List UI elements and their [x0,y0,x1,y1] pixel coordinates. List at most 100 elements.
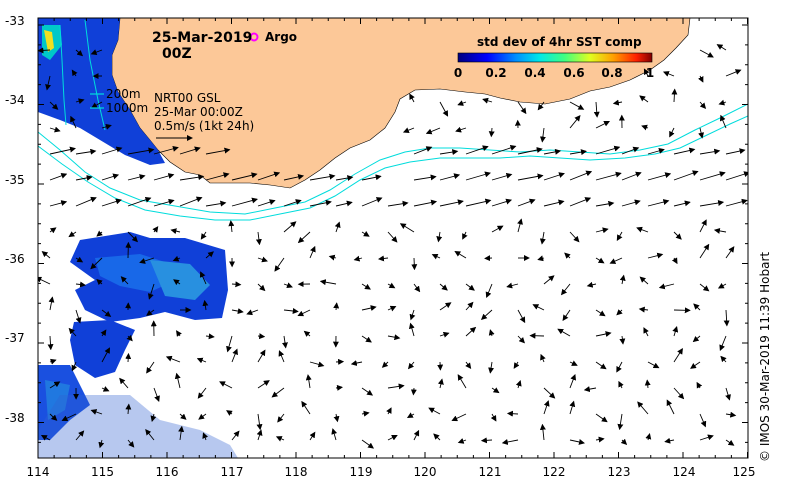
current-vector [716,44,727,51]
current-vector [361,231,370,237]
current-vector [387,334,401,341]
isobath-200m-label: 200m [106,87,141,101]
map-date: 25-Mar-2019 [152,30,252,46]
current-vector [335,175,354,181]
current-vector [75,49,84,57]
current-vector [409,309,416,321]
current-vector [257,199,276,207]
current-vector [699,243,710,259]
current-vector [725,387,731,401]
colorbar-tick: 1 [646,66,654,80]
colorbar-tick: 0.6 [563,66,584,80]
current-vector [619,335,626,345]
current-vector [381,361,389,368]
current-vector [671,88,678,103]
colorbar [457,52,653,63]
current-vector [127,196,152,207]
current-vector [257,171,281,181]
current-vector [569,170,593,181]
current-vector [353,255,363,262]
current-vector [387,282,396,289]
current-vector [515,380,522,389]
current-vector [387,200,409,207]
current-vector [618,380,624,389]
current-vector [333,302,340,311]
current-vector [303,330,311,337]
y-axis-labels: -33 -34 -35 -36 -37 -38 [5,14,25,425]
current-vector [413,199,438,207]
current-vector [334,221,341,233]
x-tick-label: 115 [91,465,114,479]
current-vector [517,335,525,344]
current-vector [480,309,493,320]
current-vector [48,296,55,311]
current-vector [696,381,703,389]
current-vector [720,355,727,363]
current-vector [543,199,565,207]
current-vector [658,283,675,290]
current-vector [70,115,77,129]
current-vector [361,335,372,343]
current-vector [402,127,415,133]
current-vector [699,219,707,233]
current-vector [90,49,103,55]
x-tick-label: 124 [673,465,696,479]
current-vector [569,149,587,156]
current-vector [101,146,123,155]
current-vector [647,147,665,155]
current-vector [413,429,420,441]
current-vector [439,302,452,311]
current-vector [543,172,565,181]
current-vector [147,283,155,300]
current-vector [543,275,555,285]
y-tick-label: -34 [5,93,25,107]
current-vector [540,353,546,363]
y-tick-label: -36 [5,252,25,266]
current-vector [465,198,492,207]
current-vector [174,372,181,389]
current-vector [543,387,556,399]
current-vector [75,256,84,263]
current-vector [725,171,748,181]
current-vector [71,361,78,372]
colorbar-tick: 0.8 [601,66,622,80]
current-vector [257,349,266,363]
current-vector [387,383,405,390]
current-vector [119,377,129,389]
current-vector [413,146,433,155]
current-vector [75,174,93,181]
current-vector [641,124,649,131]
current-vector [256,413,263,431]
current-vector [673,348,683,363]
current-vector [305,374,312,389]
current-vector [71,69,78,77]
x-axis-labels: 114 115 116 117 118 119 120 121 122 123 … [27,465,756,479]
current-vector [361,174,382,181]
current-vector [49,172,68,181]
current-vector [673,147,696,155]
current-vector [361,410,370,417]
current-vector [309,173,336,181]
current-vector [309,199,332,207]
current-vector [38,276,51,285]
current-vector [49,101,59,110]
y-tick-label: -33 [5,14,25,28]
current-vector [725,198,748,207]
current-vector [335,200,353,207]
current-vector [537,101,545,111]
current-vector [226,410,233,416]
current-vector [407,361,415,370]
x-tick-label: 121 [479,465,502,479]
x-tick-label: 118 [285,465,308,479]
current-vector [647,252,664,259]
current-vector [662,71,675,77]
current-vector [699,413,707,428]
current-vector [560,283,571,296]
current-vector [170,228,181,235]
current-vector [387,305,397,312]
current-vector [283,307,299,314]
current-vector [178,425,185,441]
argo-label: Argo [265,30,297,44]
current-vector [205,251,214,259]
